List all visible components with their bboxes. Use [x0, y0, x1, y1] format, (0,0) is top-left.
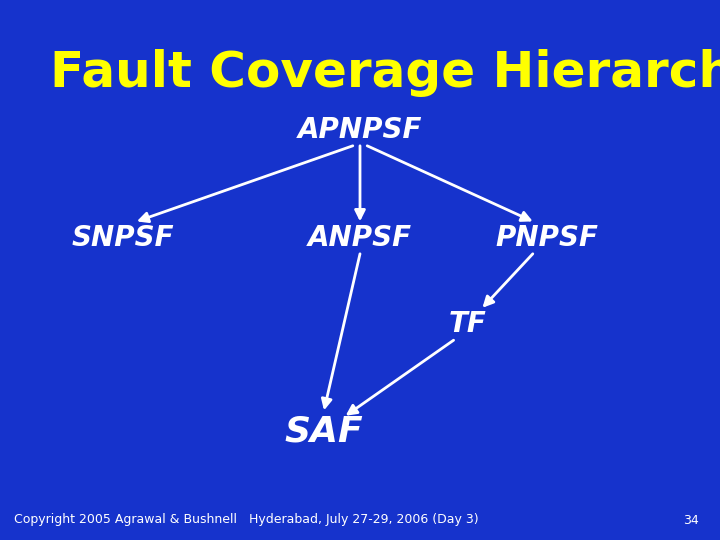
- Text: SAF: SAF: [284, 415, 364, 449]
- Text: APNPSF: APNPSF: [298, 116, 422, 144]
- Text: Copyright 2005 Agrawal & Bushnell   Hyderabad, July 27-29, 2006 (Day 3): Copyright 2005 Agrawal & Bushnell Hydera…: [14, 514, 479, 526]
- Text: TF: TF: [449, 310, 487, 338]
- Text: PNPSF: PNPSF: [495, 224, 599, 252]
- Text: Fault Coverage Hierarchy: Fault Coverage Hierarchy: [50, 49, 720, 97]
- Text: ANPSF: ANPSF: [308, 224, 412, 252]
- Text: SNPSF: SNPSF: [71, 224, 174, 252]
- Text: 34: 34: [683, 514, 698, 526]
